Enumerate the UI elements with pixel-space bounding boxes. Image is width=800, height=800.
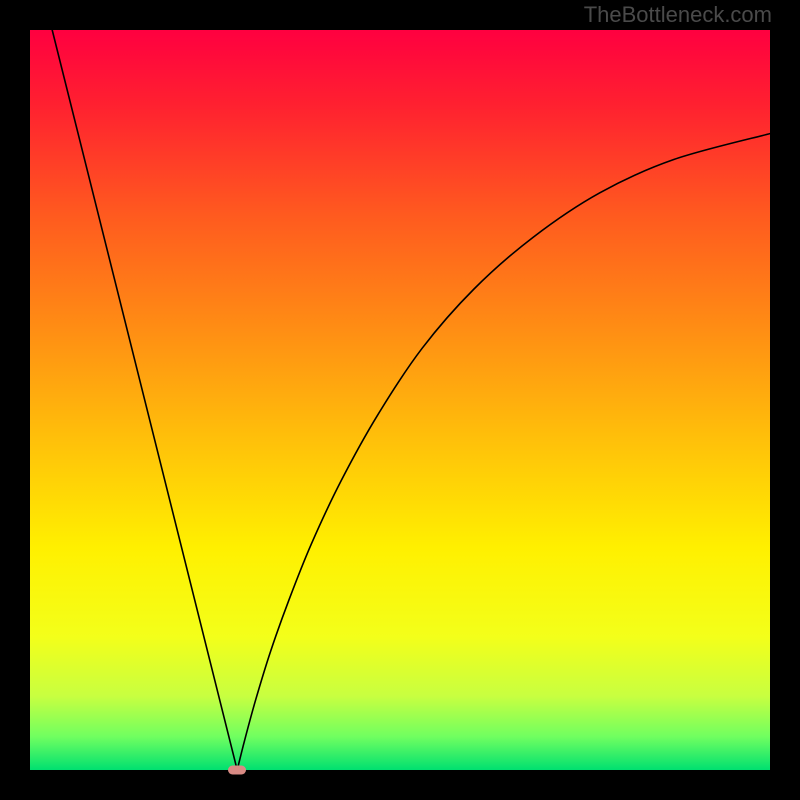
plot-area	[30, 30, 770, 770]
curve-layer	[30, 30, 770, 770]
watermark-text: TheBottleneck.com	[584, 2, 772, 28]
optimum-marker	[228, 766, 246, 775]
bottleneck-curve	[52, 30, 770, 770]
